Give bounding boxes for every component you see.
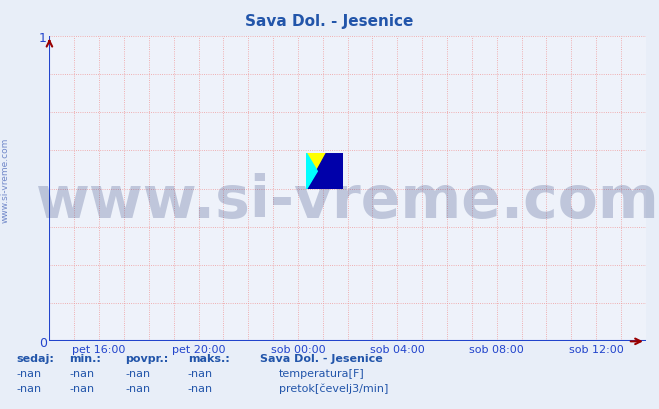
Text: -nan: -nan [188,368,213,378]
Text: -nan: -nan [69,368,94,378]
Polygon shape [306,154,326,190]
Text: min.:: min.: [69,353,101,363]
Text: www.si-vreme.com: www.si-vreme.com [1,137,10,222]
Text: Sava Dol. - Jesenice: Sava Dol. - Jesenice [260,353,383,363]
Text: www.si-vreme.com: www.si-vreme.com [36,173,659,230]
Polygon shape [306,154,343,190]
Text: -nan: -nan [188,383,213,393]
Text: pretok[čevelj3/min]: pretok[čevelj3/min] [279,382,388,393]
Text: -nan: -nan [69,383,94,393]
Text: -nan: -nan [16,383,42,393]
Polygon shape [306,154,318,190]
Text: -nan: -nan [16,368,42,378]
Text: sedaj:: sedaj: [16,353,54,363]
Text: -nan: -nan [125,368,150,378]
Text: povpr.:: povpr.: [125,353,169,363]
Text: Sava Dol. - Jesenice: Sava Dol. - Jesenice [245,14,414,29]
Text: maks.:: maks.: [188,353,229,363]
Text: temperatura[F]: temperatura[F] [279,368,364,378]
Text: -nan: -nan [125,383,150,393]
